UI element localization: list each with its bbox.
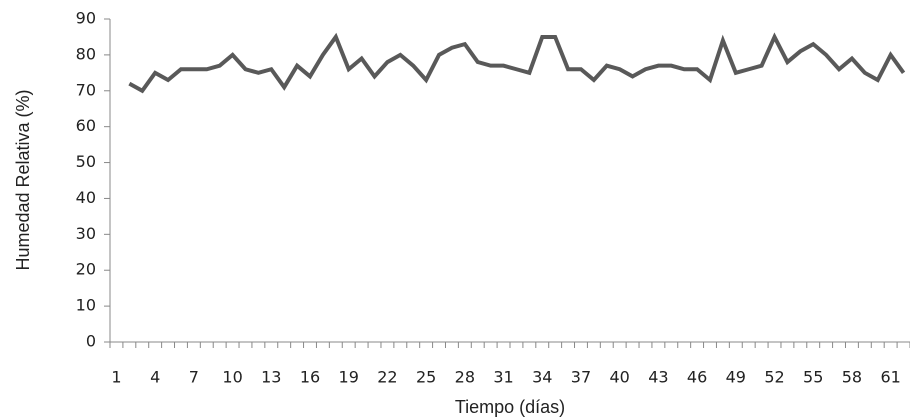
y-tick-label: 80	[76, 44, 96, 63]
y-tick-label: 0	[86, 332, 96, 351]
x-tick-label: 55	[803, 368, 823, 387]
x-tick-label: 13	[261, 368, 281, 387]
x-tick-label: 4	[150, 368, 160, 387]
x-tick-label: 16	[300, 368, 320, 387]
x-tick-label: 10	[222, 368, 242, 387]
x-tick-label: 61	[880, 368, 900, 387]
x-tick-label: 25	[416, 368, 436, 387]
x-tick-label: 40	[609, 368, 629, 387]
y-tick-label: 70	[76, 80, 96, 99]
x-tick-label: 49	[726, 368, 746, 387]
data-line	[128, 32, 906, 94]
x-tick-label: 22	[377, 368, 397, 387]
x-tick-label: 7	[189, 368, 199, 387]
x-tick-label: 43	[648, 368, 668, 387]
y-tick-label: 90	[76, 9, 96, 28]
y-tick-label: 60	[76, 116, 96, 135]
y-tick-label: 50	[76, 152, 96, 171]
y-tick-label: 20	[76, 260, 96, 279]
x-tick-label: 1	[111, 368, 121, 387]
x-tick-label: 31	[493, 368, 513, 387]
y-tick-label: 40	[76, 188, 96, 207]
y-tick-label: 10	[76, 296, 96, 315]
x-tick-label: 19	[339, 368, 359, 387]
y-tick-label: 30	[76, 224, 96, 243]
x-axis-label: Tiempo (días)	[455, 397, 565, 417]
x-tick-label: 52	[764, 368, 784, 387]
x-tick-label: 58	[842, 368, 862, 387]
x-tick-label: 37	[571, 368, 591, 387]
x-tick-label: 28	[455, 368, 475, 387]
x-tick-label: 46	[687, 368, 707, 387]
x-tick-label: 34	[532, 368, 552, 387]
y-axis-label: Humedad Relativa (%)	[13, 89, 33, 270]
